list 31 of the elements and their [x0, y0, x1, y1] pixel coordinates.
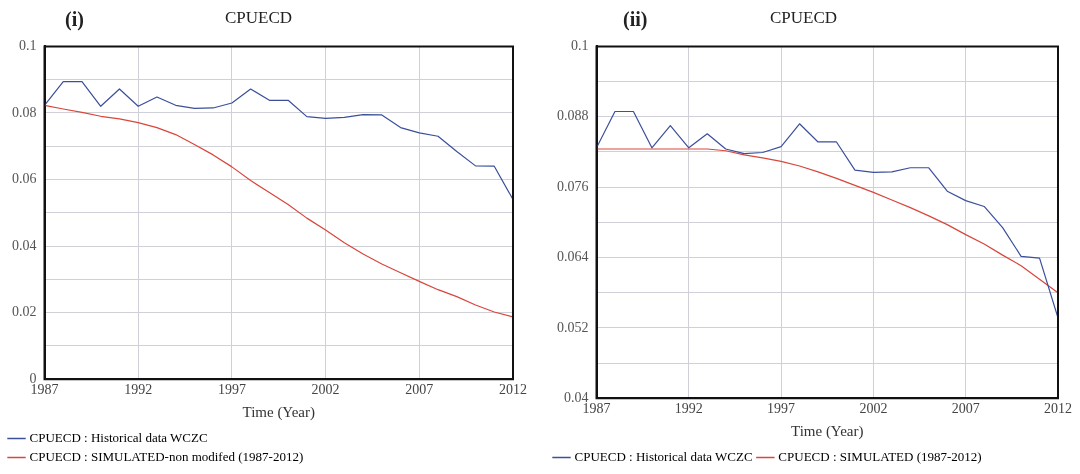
x-tick-label: 1997 [767, 401, 796, 417]
x-tick-label: 1987 [30, 382, 59, 398]
y-tick-label: 0.1 [571, 38, 589, 54]
x-tick-label: 1992 [674, 401, 703, 417]
x-tick-label: 2007 [951, 401, 980, 417]
x-tick-label: 2002 [859, 401, 888, 417]
x-tick-label: 2007 [405, 382, 434, 398]
y-tick-label: 0.076 [557, 178, 589, 194]
y-tick-label: 0.064 [557, 249, 589, 265]
y-tick-label: 0.06 [12, 171, 37, 187]
x-tick-label: 1997 [217, 382, 246, 398]
legend-label: CPUECD : Historical data WCZC [574, 448, 753, 464]
x-tick-label: 1992 [124, 382, 153, 398]
y-tick-label: 0.1 [19, 38, 37, 54]
text: (i) [65, 8, 84, 31]
y-tick-label: 0.02 [12, 304, 37, 320]
y-tick-label: 0.08 [12, 104, 37, 120]
y-tick-label: 0.088 [557, 108, 589, 124]
y-tick-label: 0.04 [12, 237, 37, 253]
legend-label: CPUECD : Historical data WCZC [29, 429, 208, 445]
chart-title: CPUECD [769, 7, 838, 27]
x-tick-label: 2002 [311, 382, 340, 398]
legend-label: CPUECD : SIMULATED-non modifed (1987-2012) [29, 448, 304, 464]
x-tick-label: 2012 [1044, 401, 1072, 417]
x-axis-title: Time (Year) [790, 422, 864, 440]
chart-title: CPUECD [224, 7, 293, 27]
x-tick-label: 2012 [499, 382, 527, 398]
legend-label: CPUECD : SIMULATED (1987-2012) [778, 448, 982, 464]
text: (ii) [623, 8, 648, 31]
y-tick-label: 0.052 [557, 319, 589, 335]
x-axis-title: Time (Year) [242, 403, 316, 421]
